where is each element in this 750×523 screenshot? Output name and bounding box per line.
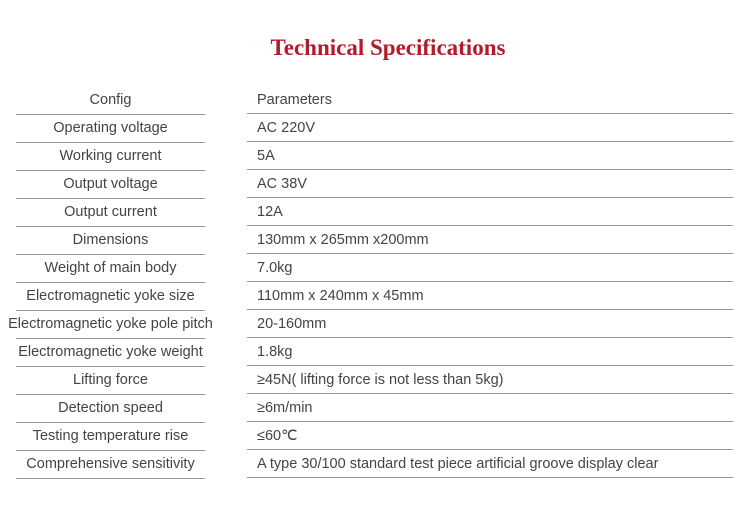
config-cell: Lifting force [16,367,205,395]
parameter-cell: 1.8kg [247,339,733,366]
config-label: Electromagnetic yoke pole pitch [8,316,213,332]
config-cell: Operating voltage [16,115,205,143]
header-config: Config [16,87,205,115]
config-label: Working current [59,148,162,164]
config-label: Electromagnetic yoke weight [18,344,203,360]
config-label: Detection speed [58,400,163,416]
config-cell: Working current [16,143,205,171]
config-cell: Electromagnetic yoke pole pitch [8,311,213,339]
table-row: Detection speed ≥6m/min [0,395,750,423]
table-row: Electromagnetic yoke size 110mm x 240mm x… [0,283,750,311]
config-label: Dimensions [72,232,149,248]
header-parameters: Parameters [247,87,733,114]
parameter-cell: 130mm x 265mm x200mm [247,227,733,254]
parameter-cell: A type 30/100 standard test piece artifi… [247,451,733,478]
config-cell: Electromagnetic yoke size [16,283,205,311]
parameter-cell: AC 220V [247,115,733,142]
table-row: Comprehensive sensitivity A type 30/100 s… [0,451,750,479]
config-cell: Detection speed [16,395,205,423]
parameter-cell: 110mm x 240mm x 45mm [247,283,733,310]
parameter-cell: 20-160mm [247,311,733,338]
table-row: Output voltage AC 38V [0,171,750,199]
parameter-cell: AC 38V [247,171,733,198]
config-cell: Weight of main body [16,255,205,283]
parameter-cell: 12A [247,199,733,226]
header-config-label: Config [89,92,132,108]
table-row: Electromagnetic yoke pole pitch 20-160mm [0,311,750,339]
parameter-cell: ≥6m/min [247,395,733,422]
config-label: Weight of main body [44,260,177,276]
parameter-cell: 7.0kg [247,255,733,282]
config-label: Operating voltage [53,120,168,136]
table-row: Dimensions 130mm x 265mm x200mm [0,227,750,255]
table-row: Testing temperature rise ≤60℃ [0,423,750,451]
config-label: Output current [64,204,157,220]
config-cell: Output current [16,199,205,227]
table-header: Config Parameters [0,87,750,115]
page-title: Technical Specifications [270,35,506,60]
config-cell: Dimensions [16,227,205,255]
config-label: Output voltage [63,176,158,192]
table-row: Lifting force ≥45N( lifting force is not … [0,367,750,395]
config-cell: Electromagnetic yoke weight [16,339,205,367]
table-row: Output current 12A [0,199,750,227]
config-cell: Testing temperature rise [16,423,205,451]
config-cell: Output voltage [16,171,205,199]
config-label: Electromagnetic yoke size [26,288,195,304]
parameter-cell: 5A [247,143,733,170]
config-cell: Comprehensive sensitivity [16,451,205,479]
table-row: Working current 5A [0,143,750,171]
parameter-cell: ≤60℃ [247,423,733,450]
config-label: Comprehensive sensitivity [26,456,195,472]
table-row: Electromagnetic yoke weight 1.8kg [0,339,750,367]
table-row: Operating voltage AC 220V [0,115,750,143]
parameter-cell: ≥45N( lifting force is not less than 5kg… [247,367,733,394]
config-label: Lifting force [73,372,148,388]
table-row: Weight of main body 7.0kg [0,255,750,283]
config-label: Testing temperature rise [32,428,189,444]
